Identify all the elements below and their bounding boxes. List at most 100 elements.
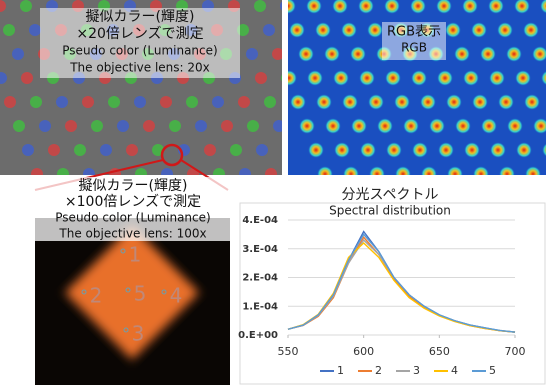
pixel-spot xyxy=(351,118,367,134)
pixel-dot xyxy=(29,24,41,36)
pixel-dot xyxy=(13,120,25,132)
pixel-spot xyxy=(463,70,479,86)
pixel-dot xyxy=(272,48,284,60)
pixel-dot xyxy=(22,144,34,156)
pixel-dot xyxy=(204,144,216,156)
pixel-spot xyxy=(437,70,453,86)
pixel-dot xyxy=(255,72,267,84)
pixel-spot xyxy=(480,46,496,62)
pixel-dot xyxy=(246,48,258,60)
pixel-spot xyxy=(429,118,445,134)
pixel-spot xyxy=(403,118,419,134)
caption-line: The objective lens: 100x xyxy=(58,227,206,241)
pixel-spot xyxy=(289,22,305,38)
pixel-spot xyxy=(446,94,462,110)
pixel-dot xyxy=(108,96,120,108)
pixel-dot xyxy=(169,120,181,132)
pixel-dot xyxy=(21,72,33,84)
pixel-dot xyxy=(117,120,129,132)
pixel-dot xyxy=(212,96,224,108)
pixel-dot xyxy=(186,96,198,108)
pixel-spot xyxy=(525,166,541,182)
y-tick-label: 1.E-04 xyxy=(242,301,278,312)
pixel-spot xyxy=(420,94,436,110)
pixel-spot xyxy=(454,46,470,62)
caption-line: 擬似カラー(輝度) xyxy=(86,9,195,25)
pixel-spot xyxy=(334,142,350,158)
caption-line: 擬似カラー(輝度) xyxy=(79,178,188,194)
x-tick-label: 550 xyxy=(278,345,299,358)
pixel-spot xyxy=(411,70,427,86)
pixel-dot xyxy=(221,120,233,132)
y-tick-label: 3.E-04 xyxy=(242,244,278,255)
pixel-spot xyxy=(490,142,506,158)
pixel-dot xyxy=(263,24,275,36)
pixel-dot xyxy=(254,0,266,12)
pixel-spot xyxy=(299,118,315,134)
pixel-spot xyxy=(498,94,514,110)
pixel-dot xyxy=(56,96,68,108)
pixel-dot xyxy=(4,96,16,108)
pixel-spot xyxy=(316,94,332,110)
y-tick-label: 4.E-04 xyxy=(242,215,278,226)
pixel-spot xyxy=(386,142,402,158)
pixel-spot xyxy=(298,46,314,62)
x-tick-label: 600 xyxy=(353,345,374,358)
point-label: 4 xyxy=(170,284,183,308)
pixel-spot xyxy=(471,22,487,38)
pixel-dot xyxy=(48,144,60,156)
pixel-spot xyxy=(507,118,523,134)
pixel-spot xyxy=(412,142,428,158)
legend-label: 2 xyxy=(375,364,382,377)
x-tick-label: 700 xyxy=(505,345,526,358)
pixel-dot xyxy=(134,96,146,108)
caption-line: RGB xyxy=(401,41,427,55)
pixel-spot xyxy=(377,118,393,134)
caption-line: ×20倍レンズで測定 xyxy=(76,26,203,42)
caption-line: RGB表示 xyxy=(387,25,441,40)
pixel-spot xyxy=(445,22,461,38)
legend-label: 4 xyxy=(451,364,458,377)
caption-line: ×100倍レンズで測定 xyxy=(65,194,201,210)
pixel-spot xyxy=(497,22,513,38)
pixel-dot xyxy=(195,120,207,132)
pixel-dot xyxy=(39,120,51,132)
pixel-spot xyxy=(523,22,539,38)
chart-title: 分光スペクトル xyxy=(341,187,438,203)
pixel-spot xyxy=(290,94,306,110)
y-tick-label: 2.E-04 xyxy=(242,273,278,284)
pixel-spot xyxy=(395,166,411,182)
pixel-spot xyxy=(499,166,515,182)
pixel-spot xyxy=(368,94,384,110)
pixel-spot xyxy=(333,70,349,86)
pixel-dot xyxy=(65,120,77,132)
pixel-spot xyxy=(307,70,323,86)
pixel-spot xyxy=(455,118,471,134)
pixel-spot xyxy=(516,142,532,158)
y-tick-label: 0.E+00 xyxy=(238,330,278,341)
pixel-spot xyxy=(325,118,341,134)
pixel-spot xyxy=(524,94,540,110)
pixel-dot xyxy=(30,96,42,108)
figure: 擬似カラー(輝度)×20倍レンズで測定Pseudo color (Luminan… xyxy=(0,0,546,385)
pixel-dot xyxy=(91,120,103,132)
pixel-dot xyxy=(20,0,32,12)
pixel-spot xyxy=(315,22,331,38)
pixel-dot xyxy=(160,96,172,108)
pixel-spot xyxy=(394,94,410,110)
pixel-spot xyxy=(515,70,531,86)
pixel-spot xyxy=(473,166,489,182)
pixel-dot xyxy=(82,96,94,108)
point-label: 2 xyxy=(90,284,103,308)
pixel-spot xyxy=(489,70,505,86)
pixel-dot xyxy=(264,96,276,108)
caption-line: The objective lens: 20x xyxy=(69,61,210,75)
pixel-dot xyxy=(126,144,138,156)
pixel-spot xyxy=(472,94,488,110)
pixel-dot xyxy=(74,144,86,156)
pixel-spot xyxy=(447,166,463,182)
pixel-spot xyxy=(421,166,437,182)
pixel-dot xyxy=(100,144,112,156)
pixel-dot xyxy=(265,168,277,180)
pixel-spot xyxy=(369,166,385,182)
